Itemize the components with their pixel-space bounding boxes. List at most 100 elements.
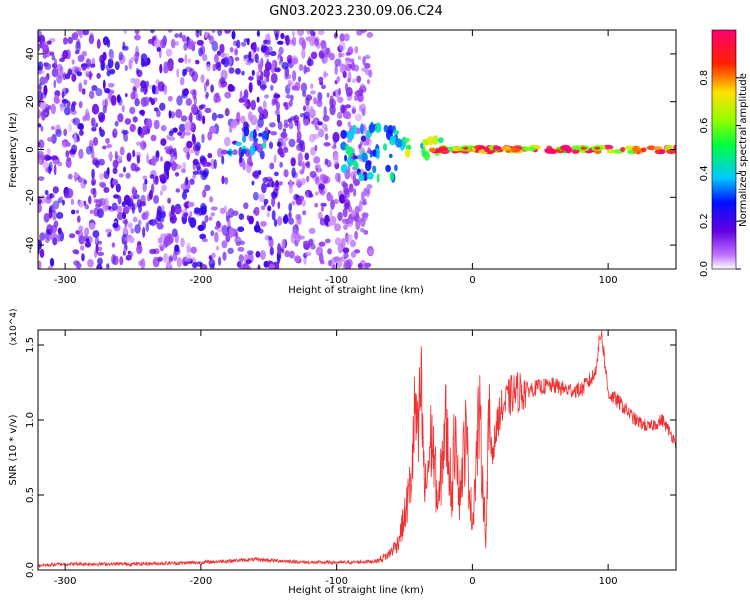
heatmap-cell [209,196,214,203]
heatmap-cell [211,112,217,121]
heatmap-cell [43,62,49,67]
heatmap-cell [238,254,244,263]
heatmap-cell [248,51,252,61]
heatmap-cell [166,260,172,269]
heatmap-cell [298,64,304,71]
heatmap-cell [364,69,372,76]
heatmap-cell [428,147,437,153]
heatmap-cell [46,148,51,155]
heatmap-cell [53,159,59,165]
heatmap-cell [75,262,82,269]
heatmap-cell [166,161,172,168]
heatmap-cell [271,191,277,198]
heatmap-cell [296,138,301,144]
heatmap-cell [54,90,61,97]
heatmap-cell [57,233,61,243]
heatmap-cell [452,146,462,152]
heatmap-cell [56,74,63,84]
heatmap-cell [64,106,71,116]
heatmap-cell [186,242,191,252]
heatmap-cell [190,89,197,96]
heatmap-cell [208,258,216,268]
heatmap-cell [324,158,329,165]
heatmap-cell [89,63,96,68]
heatmap-cell [210,230,215,237]
heatmap-cell [112,222,119,229]
heatmap-cell [220,58,226,65]
heatmap-cell [195,141,201,151]
heatmap-cell [243,96,248,103]
heatmap-cell [97,257,103,266]
heatmap-cell [329,209,333,220]
heatmap-cell [103,187,110,193]
heatmap-cell [156,109,161,118]
heatmap-cell [361,201,368,206]
heatmap-cell [83,30,90,36]
heatmap-cell [314,202,319,208]
heatmap-cell [300,82,308,93]
heatmap-cell [38,123,42,128]
heatmap-cell [97,240,102,245]
heatmap-cell [210,84,214,93]
heatmap-cell [270,84,274,91]
heatmap-cell [115,183,121,193]
heatmap-cell [56,211,64,220]
heatmap-cell [266,182,270,188]
heatmap-cell [159,102,166,111]
heatmap-cell [174,244,180,252]
heatmap-cell [110,95,117,106]
heatmap-cell [327,194,334,202]
heatmap-cell [105,228,112,233]
heatmap-cell [294,119,299,127]
heatmap-cell [43,213,50,223]
heatmap-cell [356,217,363,223]
heatmap-cell [230,120,238,129]
heatmap-cell [257,80,262,86]
heatmap-marks [38,30,676,269]
heatmap-cell [121,104,125,113]
heatmap-cell [174,33,180,38]
heatmap-cell [282,128,287,133]
heatmap-cell [372,149,377,156]
heatmap-cell [361,152,368,163]
heatmap-cell [133,78,141,89]
heatmap-cell [78,148,84,159]
heatmap-cell [204,184,211,191]
heatmap-cell [323,142,331,147]
x-tick-label: -300 [54,275,77,286]
heatmap-cell [664,145,674,150]
heatmap-cell [246,250,254,255]
heatmap-cell [97,112,105,121]
heatmap-cell [640,147,647,153]
colorbar-gradient [711,29,737,270]
heatmap-cell [353,178,360,187]
heatmap-cell [184,254,192,263]
heatmap-cell [247,111,253,122]
heatmap-cell [347,121,352,128]
heatmap-cell [274,171,279,177]
heatmap-cell [195,113,202,121]
heatmap-cell [260,45,267,53]
heatmap-cell [231,30,236,40]
heatmap-cell [196,161,201,171]
heatmap-cell [216,147,224,158]
heatmap-cell [389,171,394,181]
heatmap-cell [166,134,170,140]
heatmap-cell [313,118,318,128]
heatmap-cell [134,98,140,107]
x-tick-label: -300 [54,576,77,587]
heatmap-cell [374,122,382,133]
heatmap-cell [206,63,211,72]
heatmap-cell [226,150,232,155]
heatmap-cell [188,215,192,224]
heatmap-cell [297,120,301,132]
heatmap-cell [161,210,166,218]
heatmap-cell [261,131,268,140]
heatmap-cell [356,75,362,83]
heatmap-cell [333,137,337,148]
heatmap-cell [244,266,252,269]
heatmap-cell [185,98,192,106]
snr-ylabel-multiplier: (x10^4) [9,308,19,345]
heatmap-cell [339,33,345,42]
heatmap-cell [88,222,96,231]
